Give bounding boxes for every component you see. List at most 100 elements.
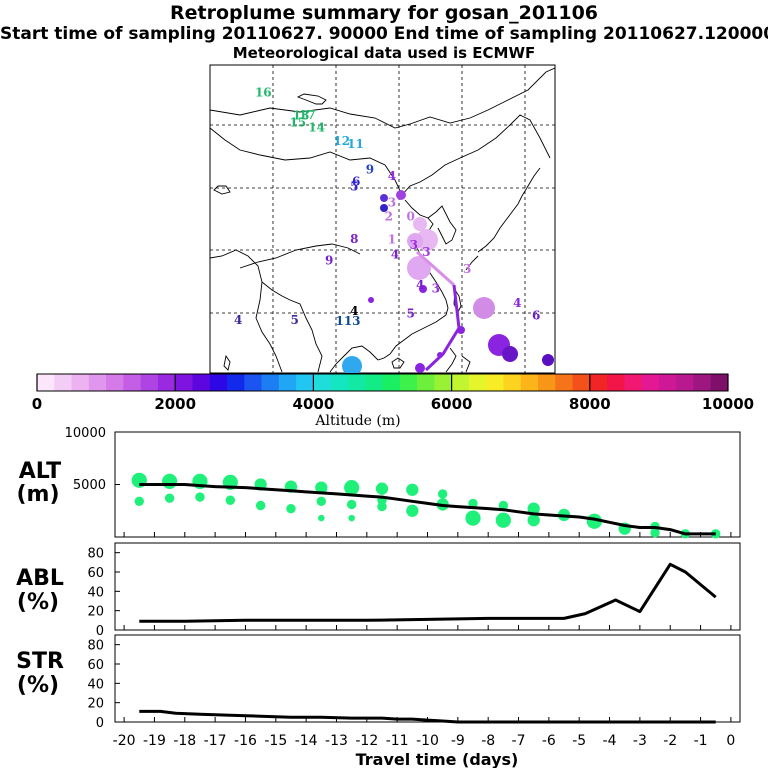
alt-plume-point <box>406 504 419 517</box>
india-bay <box>210 249 283 373</box>
alt-plume-point <box>318 514 325 522</box>
colorbar-cell <box>227 374 245 391</box>
colorbar-cell <box>486 374 504 391</box>
alt-plume-point <box>468 498 478 509</box>
x-tick-label: -3 <box>633 733 647 749</box>
map-day-label: 0 <box>407 209 415 223</box>
map-day-label: 9 <box>366 163 374 177</box>
figure-title: Retroplume summary for gosan_201106 <box>169 2 599 24</box>
str-label: STR <box>16 649 64 674</box>
colorbar-cell <box>555 374 573 391</box>
colorbar-cell <box>244 374 262 391</box>
x-tick-label: -1 <box>694 733 708 749</box>
abl-axis: 80 60 40 20 0 <box>87 547 120 639</box>
plume-cluster <box>413 217 427 231</box>
colorbar-cell <box>658 374 677 391</box>
map-day-label: 3 <box>432 282 440 296</box>
colorbar-cell <box>468 374 487 391</box>
colorbar-tick-label: 6000 <box>431 395 473 413</box>
map-day-label: 3 <box>422 245 430 259</box>
met-data-note: Meteorological data used is ECMWF <box>232 44 536 62</box>
plume-cluster <box>342 356 362 373</box>
abl-tick-label: 0 <box>96 624 104 639</box>
abl-plot <box>139 562 717 623</box>
abl-label: ABL <box>16 566 64 591</box>
plume-cluster <box>407 256 431 280</box>
alt-mean-line <box>139 483 716 536</box>
plume-cluster <box>380 204 388 212</box>
colorbar-cell <box>607 374 625 391</box>
map-day-label: 5 <box>291 313 299 327</box>
coast-russia <box>210 67 555 129</box>
map-day-label: 3 <box>463 262 471 276</box>
colorbar-cell <box>71 374 90 391</box>
x-axis-ticks: -20 -19 -18 -17 -16 -15 -14 -13 -12 -11 -10 -9 -8 -7-… <box>113 532 735 749</box>
map-day-label: 11 <box>347 137 364 151</box>
japan-south <box>465 255 479 271</box>
str-panel-frame <box>114 634 741 723</box>
x-tick-label: -14 <box>295 733 318 749</box>
map-day-label: 5 <box>407 307 415 321</box>
alt-plume-point <box>437 489 448 499</box>
alt-tick-5000: 5000 <box>73 478 106 493</box>
x-tick-label: -16 <box>234 733 257 749</box>
alt-plume-point <box>344 480 360 496</box>
colorbar-cell <box>641 374 660 391</box>
colorbar-tick-label: 2000 <box>154 395 196 413</box>
abl-panel-frame <box>114 542 741 631</box>
plume-cluster <box>473 297 495 319</box>
x-tick-label: -4 <box>603 733 617 749</box>
plume-cluster <box>542 354 554 366</box>
japan <box>477 167 541 253</box>
colorbar-cell <box>382 374 401 391</box>
map-day-label: 6 <box>352 175 360 189</box>
alt-plume-point <box>348 514 355 522</box>
colorbar-cell <box>192 374 211 391</box>
alt-axis: 10000 5000 <box>65 426 120 493</box>
x-tick-label: 0 <box>726 733 735 749</box>
colorbar-cell <box>451 374 470 391</box>
alt-plume-point <box>195 492 205 502</box>
colorbar-cell <box>209 374 228 391</box>
x-tick-label: -18 <box>173 733 196 749</box>
colorbar-tick-label: 0 <box>32 395 42 413</box>
colorbar-cell <box>417 374 435 391</box>
colorbar-label: Altitude (m) <box>314 413 400 429</box>
alt-panel-frame <box>114 431 741 538</box>
alt-plume-point <box>162 473 178 489</box>
trajectory-path-early <box>416 250 455 287</box>
map-day-label: 5 <box>350 180 358 194</box>
map-day-label: 3 <box>388 195 396 209</box>
coast-north-china <box>210 114 551 196</box>
colorbar-cell <box>140 374 159 391</box>
colorbar-cell <box>296 374 314 391</box>
colorbar-cell <box>278 374 297 391</box>
alt-plume-point <box>498 500 509 511</box>
colorbar-cell <box>330 374 349 391</box>
colorbar-tick-label: 4000 <box>293 395 335 413</box>
map-day-label: 4 <box>391 248 399 262</box>
colorbar-cell <box>710 374 729 391</box>
x-tick-label: -5 <box>572 733 586 749</box>
sampling-times: Start time of sampling 20110627. 90000 E… <box>0 24 768 44</box>
alt-plume-point <box>164 493 175 503</box>
plume-cluster <box>380 194 388 202</box>
map-day-label: 2 <box>385 209 393 223</box>
alt-tick-10000: 10000 <box>65 426 106 441</box>
map-day-label: 3 <box>410 238 418 252</box>
colorbar-cell <box>572 374 591 391</box>
alt-plume-point <box>527 514 540 527</box>
alt-plume-point <box>495 512 511 528</box>
abl-unit: (%) <box>17 590 59 615</box>
philippines-2 <box>461 355 471 373</box>
colorbar-cell <box>434 374 452 391</box>
colorbar-cell <box>54 374 72 391</box>
bohai-korea <box>427 205 457 245</box>
colorbar-cell <box>313 374 332 391</box>
str-tick-label: 60 <box>87 658 104 673</box>
plume-cluster <box>407 233 423 249</box>
alt-label: ALT <box>19 459 61 484</box>
alt-unit: (m) <box>16 482 59 507</box>
colorbar-ticks: 0 2000 4000 6000 8000 10000 <box>32 374 754 413</box>
